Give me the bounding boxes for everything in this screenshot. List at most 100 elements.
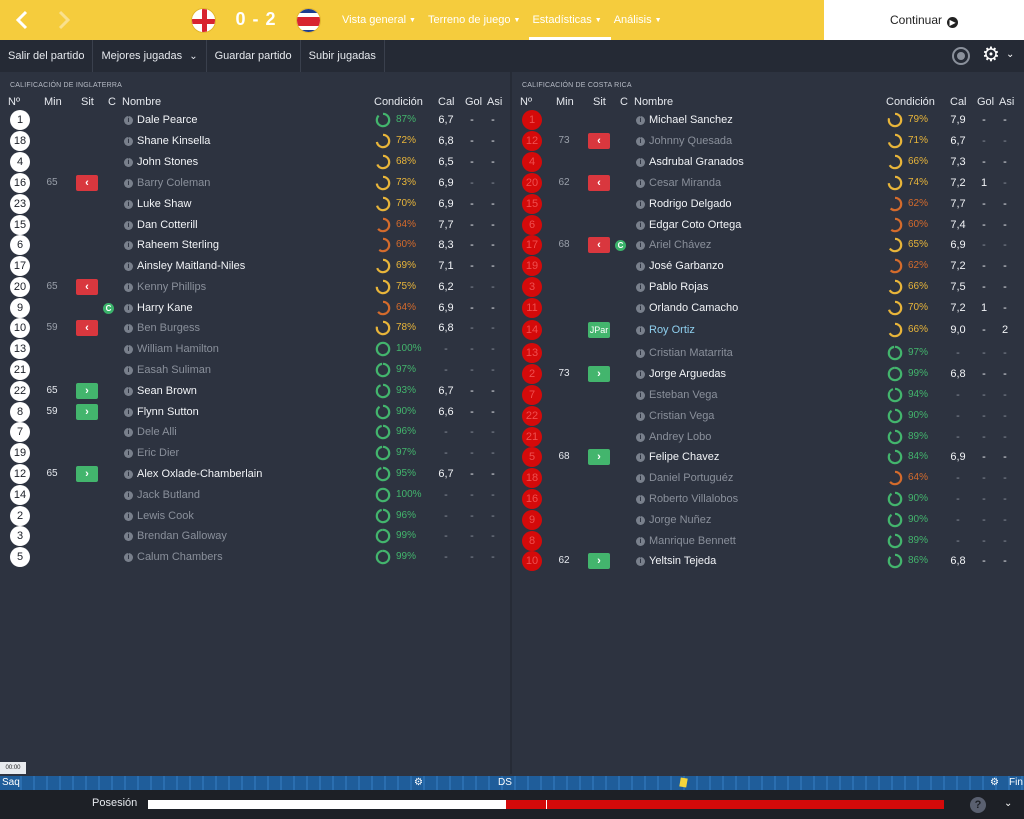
gear-icon[interactable]: ⚙ bbox=[982, 44, 1000, 66]
table-row[interactable]: 4 i Asdrubal Granados 66% 7,3 - - bbox=[512, 152, 1024, 172]
table-row[interactable]: 1 i Dale Pearce 87% 6,7 - - bbox=[0, 110, 510, 130]
col-condition[interactable]: Condición bbox=[886, 96, 935, 108]
table-row[interactable]: 6 i Edgar Coto Ortega 60% 7,4 - - bbox=[512, 215, 1024, 235]
table-row[interactable]: 15 i Rodrigo Delgado 62% 7,7 - - bbox=[512, 194, 1024, 214]
table-row[interactable]: 18 i Daniel Portuguéz 64% - - - bbox=[512, 468, 1024, 488]
info-icon[interactable]: i bbox=[124, 200, 133, 209]
info-icon[interactable]: i bbox=[636, 241, 645, 250]
info-icon[interactable]: i bbox=[124, 116, 133, 125]
table-row[interactable]: 13 i Cristian Matarrita 97% - - - bbox=[512, 343, 1024, 363]
info-icon[interactable]: i bbox=[636, 453, 645, 462]
table-row[interactable]: 4 i John Stones 68% 6,5 - - bbox=[0, 152, 510, 172]
info-icon[interactable]: i bbox=[636, 474, 645, 483]
player-name[interactable]: Cristian Vega bbox=[649, 410, 715, 422]
info-icon[interactable]: i bbox=[636, 116, 645, 125]
info-icon[interactable]: i bbox=[636, 537, 645, 546]
table-row[interactable]: 19 i Eric Dier 97% - - - bbox=[0, 443, 510, 463]
player-name[interactable]: Roberto Villalobos bbox=[649, 493, 739, 505]
player-name[interactable]: Kenny Phillips bbox=[137, 281, 207, 293]
save-match-button[interactable]: Guardar partido bbox=[207, 40, 301, 72]
info-icon[interactable]: i bbox=[636, 200, 645, 209]
player-name[interactable]: Roy Ortiz bbox=[649, 324, 695, 336]
player-name[interactable]: Cesar Miranda bbox=[649, 177, 722, 189]
table-row[interactable]: 16 65 ‹ i Barry Coleman 73% 6,9 - - bbox=[0, 173, 510, 193]
player-name[interactable]: Dan Cotterill bbox=[137, 219, 198, 231]
player-name[interactable]: Pablo Rojas bbox=[649, 281, 709, 293]
table-row[interactable]: 5 i Calum Chambers 99% - - - bbox=[0, 547, 510, 567]
player-name[interactable]: Asdrubal Granados bbox=[649, 156, 744, 168]
help-icon[interactable]: ? bbox=[970, 797, 986, 813]
info-icon[interactable]: i bbox=[124, 512, 133, 521]
info-icon[interactable]: i bbox=[636, 179, 645, 188]
info-icon[interactable]: i bbox=[124, 241, 133, 250]
info-icon[interactable]: i bbox=[124, 449, 133, 458]
info-icon[interactable]: i bbox=[636, 557, 645, 566]
table-row[interactable]: 15 i Dan Cotterill 64% 7,7 - - bbox=[0, 215, 510, 235]
player-name[interactable]: Esteban Vega bbox=[649, 389, 718, 401]
col-rating[interactable]: Cal bbox=[438, 96, 455, 108]
col-goals[interactable]: Gol bbox=[465, 96, 483, 108]
info-icon[interactable]: i bbox=[124, 262, 133, 271]
player-name[interactable]: Dele Alli bbox=[137, 426, 177, 438]
col-assists[interactable]: Asi bbox=[487, 96, 503, 108]
table-row[interactable]: 3 i Pablo Rojas 66% 7,5 - - bbox=[512, 277, 1024, 297]
table-row[interactable]: 8 i Manrique Bennett 89% - - - bbox=[512, 531, 1024, 551]
table-row[interactable]: 10 62 › i Yeltsin Tejeda 86% 6,8 - - bbox=[512, 551, 1024, 571]
col-sit[interactable]: Sit bbox=[81, 96, 94, 108]
info-icon[interactable]: i bbox=[636, 221, 645, 230]
tab-estadisticas[interactable]: Estadísticas ▼ bbox=[529, 0, 613, 40]
info-icon[interactable]: i bbox=[124, 304, 133, 313]
player-name[interactable]: José Garbanzo bbox=[649, 260, 724, 272]
player-name[interactable]: Manrique Bennett bbox=[649, 535, 736, 547]
player-name[interactable]: Jorge Nuñez bbox=[649, 514, 712, 526]
info-icon[interactable]: i bbox=[636, 391, 645, 400]
table-row[interactable]: 9 i Jorge Nuñez 90% - - - bbox=[512, 510, 1024, 530]
info-icon[interactable]: i bbox=[636, 412, 645, 421]
info-icon[interactable]: i bbox=[636, 304, 645, 313]
col-name[interactable]: Nombre bbox=[634, 96, 674, 108]
info-icon[interactable]: i bbox=[636, 326, 645, 335]
info-icon[interactable]: i bbox=[124, 408, 133, 417]
info-icon[interactable]: i bbox=[124, 137, 133, 146]
player-name[interactable]: Raheem Sterling bbox=[137, 239, 219, 251]
info-icon[interactable]: i bbox=[124, 553, 133, 562]
info-icon[interactable]: i bbox=[636, 495, 645, 504]
table-row[interactable]: 20 62 ‹ i Cesar Miranda 74% 7,2 1 - bbox=[512, 173, 1024, 193]
player-name[interactable]: Cristian Matarrita bbox=[649, 347, 733, 359]
table-row[interactable]: 22 65 › i Sean Brown 93% 6,7 - - bbox=[0, 381, 510, 401]
player-name[interactable]: Dale Pearce bbox=[137, 114, 198, 126]
player-name[interactable]: Ben Burgess bbox=[137, 322, 200, 334]
continue-button[interactable]: Continuar ▶ bbox=[824, 0, 1024, 40]
table-row[interactable]: 23 i Luke Shaw 70% 6,9 - - bbox=[0, 194, 510, 214]
table-row[interactable]: 14 JPar i Roy Ortiz 66% 9,0 - 2 bbox=[512, 320, 1024, 340]
info-icon[interactable]: i bbox=[636, 516, 645, 525]
table-row[interactable]: 17 i Ainsley Maitland-Niles 69% 7,1 - - bbox=[0, 256, 510, 276]
table-row[interactable]: 13 i William Hamilton 100% - - - bbox=[0, 339, 510, 359]
player-name[interactable]: Rodrigo Delgado bbox=[649, 198, 732, 210]
col-assists[interactable]: Asi bbox=[999, 96, 1015, 108]
info-icon[interactable]: i bbox=[124, 491, 133, 500]
player-name[interactable]: Daniel Portuguéz bbox=[649, 472, 734, 484]
info-icon[interactable]: i bbox=[636, 137, 645, 146]
player-name[interactable]: Flynn Sutton bbox=[137, 406, 199, 418]
info-icon[interactable]: i bbox=[124, 283, 133, 292]
info-icon[interactable]: i bbox=[124, 428, 133, 437]
chevron-down-icon[interactable]: ⌄ bbox=[1006, 49, 1015, 60]
col-cap[interactable]: C bbox=[108, 96, 116, 108]
table-row[interactable]: 12 65 › i Alex Oxlade-Chamberlain 95% 6,7 - - bbox=[0, 464, 510, 484]
col-no[interactable]: Nº bbox=[8, 96, 20, 108]
table-row[interactable]: 7 i Dele Alli 96% - - - bbox=[0, 422, 510, 442]
forward-arrow-icon[interactable] bbox=[50, 8, 76, 32]
info-icon[interactable]: i bbox=[124, 158, 133, 167]
col-sit[interactable]: Sit bbox=[593, 96, 606, 108]
table-row[interactable]: 2 i Lewis Cook 96% - - - bbox=[0, 506, 510, 526]
player-name[interactable]: Barry Coleman bbox=[137, 177, 211, 189]
record-icon[interactable] bbox=[952, 47, 970, 65]
table-row[interactable]: 18 i Shane Kinsella 72% 6,8 - - bbox=[0, 131, 510, 151]
player-name[interactable]: Brendan Galloway bbox=[137, 530, 227, 542]
match-timeline[interactable]: Saq ⚙ DS ⚙ Fin bbox=[0, 776, 1024, 790]
back-arrow-icon[interactable] bbox=[10, 8, 36, 32]
table-row[interactable]: 6 i Raheem Sterling 60% 8,3 - - bbox=[0, 235, 510, 255]
player-name[interactable]: Ainsley Maitland-Niles bbox=[137, 260, 246, 272]
chevron-down-icon[interactable]: ⌄ bbox=[1004, 798, 1013, 809]
